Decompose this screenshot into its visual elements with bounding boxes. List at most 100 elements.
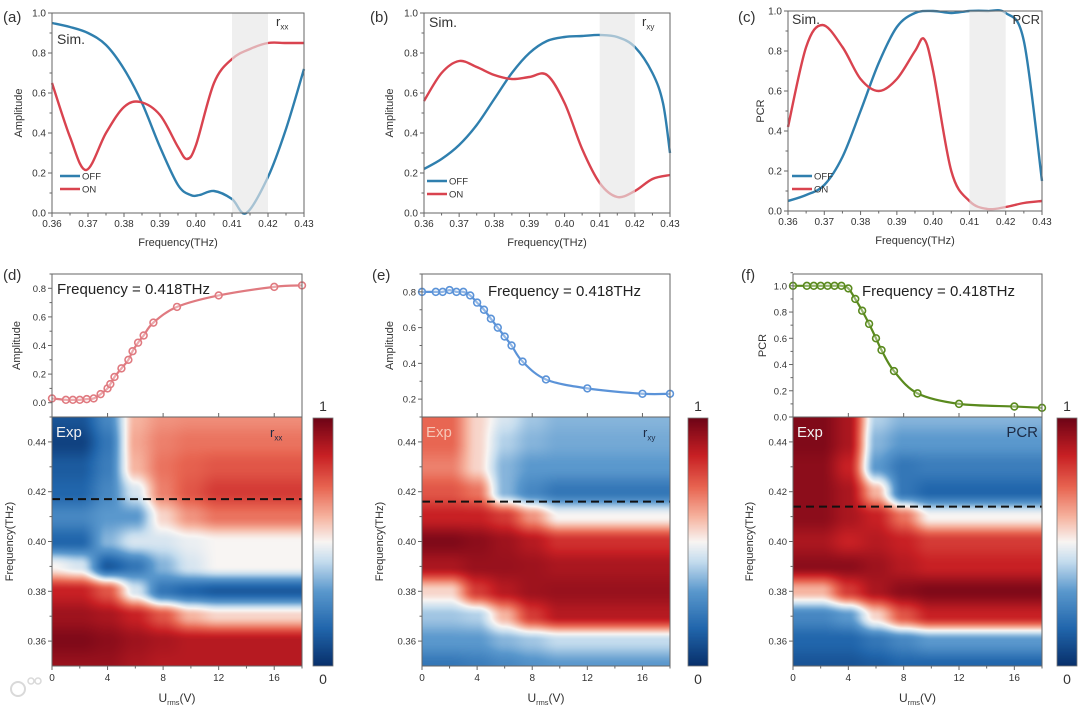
x-tick-label: 0.39	[887, 217, 907, 228]
x-axis-label: Frequency(THz)	[138, 237, 217, 249]
x-axis-label-main: U	[527, 691, 536, 705]
legend-label: OFF	[449, 177, 468, 188]
data-point-marker	[493, 323, 502, 332]
legend-label: OFF	[82, 172, 101, 183]
x-axis-label-main: U	[899, 691, 908, 705]
x-tick-label: 0.39	[520, 219, 540, 230]
y-tick-label: 0.8	[32, 49, 46, 60]
y-axis-label: Frequency(THz)	[744, 502, 756, 581]
legend-label: ON	[814, 185, 828, 196]
voltage-curve	[51, 284, 303, 402]
panel-tag-sub: xy	[646, 22, 654, 31]
data-point-marker	[541, 375, 551, 384]
data-point-marker	[452, 287, 461, 297]
x-tick-label: 8	[160, 673, 166, 684]
y-tick-label: 0.40	[769, 537, 788, 548]
watermark-logo	[10, 677, 42, 697]
shaded-band	[232, 13, 268, 213]
y-tick-label: 0.6	[33, 312, 46, 323]
shaded-band	[969, 11, 1006, 211]
x-tick-label: 0.40	[186, 219, 206, 230]
frequency-annotation: Frequency = 0.418THz	[862, 283, 1015, 300]
y-tick-label: 0.0	[774, 413, 787, 424]
data-point-marker	[816, 281, 825, 291]
watermark-icon	[10, 681, 26, 697]
panel-tag: rxx	[270, 425, 282, 442]
colorbar-frame	[1056, 417, 1078, 667]
data-point-marker	[871, 334, 881, 343]
x-tick-label: 0	[790, 673, 796, 684]
data-point-marker	[82, 394, 91, 404]
colorbar	[1057, 418, 1077, 666]
x-tick-label: 0.39	[150, 219, 170, 230]
colorbar	[688, 418, 708, 666]
data-point-marker	[486, 314, 496, 323]
y-tick-label: 0.42	[398, 487, 417, 498]
legend-label: ON	[449, 190, 463, 201]
sim-annotation: Sim.	[57, 31, 85, 47]
sim-annotation: Sim.	[429, 14, 457, 30]
y-tick-label: 0.4	[32, 129, 46, 140]
heatmap-frame	[792, 416, 1043, 667]
data-point-marker	[438, 287, 447, 297]
frequency-annotation: Frequency = 0.418THz	[488, 283, 641, 300]
y-tick-label: 0.0	[768, 207, 782, 218]
y-tick-label: 0.38	[28, 587, 47, 598]
y-tick-label: 0.44	[28, 437, 47, 448]
y-tick-label: 0.2	[774, 386, 787, 397]
y-tick-label: 0.40	[28, 537, 47, 548]
data-point-marker	[844, 284, 853, 293]
x-tick-label: 0.42	[258, 219, 278, 230]
frequency-annotation: Frequency = 0.418THz	[57, 281, 210, 298]
legend-label: OFF	[814, 172, 833, 183]
panel-tag: PCR	[1006, 424, 1038, 441]
x-axis-label: Urms(V)	[158, 691, 195, 707]
y-tick-label: 0.4	[403, 359, 416, 370]
panel-letter: (e)	[372, 267, 390, 284]
data-point-marker	[877, 345, 886, 355]
y-tick-label: 0.4	[33, 341, 46, 352]
panel-c	[784, 9, 1044, 215]
y-tick-label: 1.0	[768, 7, 782, 18]
data-point-marker	[445, 285, 454, 295]
x-tick-label: 12	[582, 673, 594, 684]
shaded-band	[599, 13, 635, 213]
panel-tag-main: r	[270, 425, 275, 440]
data-point-marker	[117, 364, 126, 373]
panel-tag-main: r	[276, 14, 281, 29]
panel-a	[48, 12, 306, 217]
x-tick-label: 0.42	[996, 217, 1016, 228]
heatmap-e	[422, 417, 670, 666]
panel-tag: rxy	[642, 14, 654, 31]
data-point-marker	[149, 318, 158, 327]
data-point-marker	[507, 341, 516, 350]
x-tick-label: 8	[529, 673, 535, 684]
panel-letter: (b)	[370, 9, 388, 26]
y-tick-label: 0.6	[32, 89, 46, 100]
panel-e	[417, 273, 709, 670]
x-tick-label: 0.41	[960, 217, 980, 228]
panel-tag: PCR	[1013, 12, 1040, 27]
panel-tag-main: r	[642, 14, 647, 29]
exp-annotation: Exp	[56, 424, 82, 441]
y-tick-label: 0.4	[404, 129, 418, 140]
y-tick-label: 0.40	[398, 537, 417, 548]
y-tick-label: 0.36	[769, 637, 788, 648]
panel-tag-main: r	[643, 425, 648, 440]
data-point-marker	[913, 389, 922, 398]
panel-letter: (a)	[3, 9, 21, 26]
x-tick-label: 0.38	[851, 217, 871, 228]
x-tick-label: 0.41	[590, 219, 610, 230]
y-axis-label: Frequency(THz)	[374, 502, 386, 581]
data-point-marker	[128, 347, 137, 356]
y-axis-label: Amplitude	[13, 89, 25, 138]
data-point-marker	[459, 287, 468, 297]
data-point-marker	[214, 291, 223, 300]
colorbar-frame	[312, 417, 334, 667]
data-point-marker	[106, 379, 115, 389]
y-tick-label: 0.6	[768, 87, 782, 98]
y-axis-label: Frequency(THz)	[4, 502, 16, 581]
x-tick-label: 0.43	[660, 219, 680, 230]
colorbar-max-label: 1	[694, 398, 702, 414]
heatmap-frame	[421, 416, 671, 667]
